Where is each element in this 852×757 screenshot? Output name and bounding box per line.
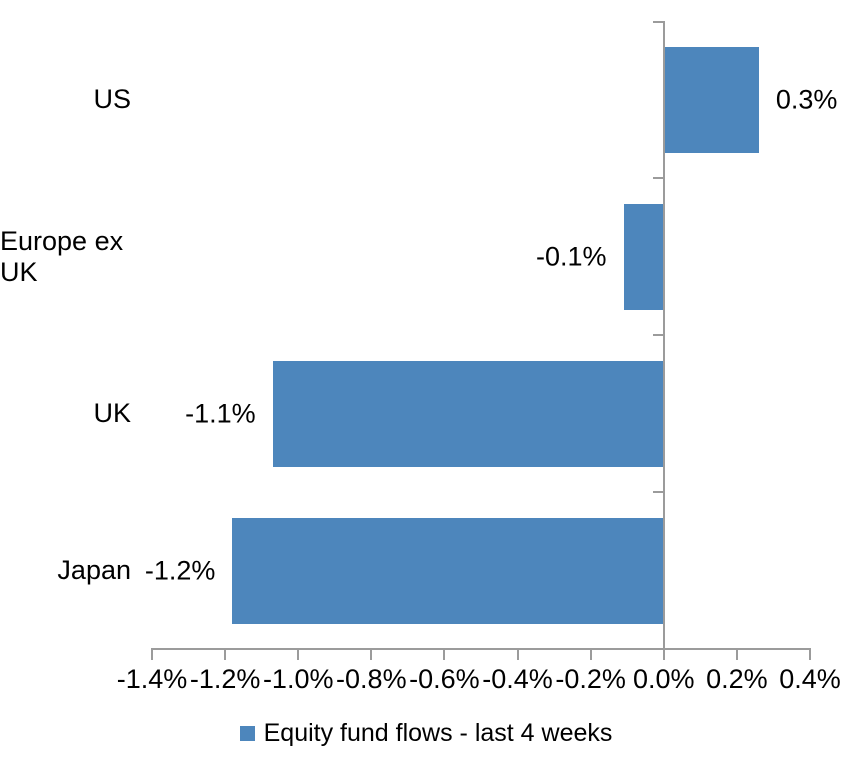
x-axis-tick-label: 0.4% [779,664,841,694]
plot-area: 0.3% -0.1% -1.1% -1.2% -1.4% -1.2% -1.0% -0.8% -… [117,21,841,694]
legend-label: Equity fund flows - last 4 weeks [263,719,613,747]
x-axis-tick [589,648,592,660]
legend: Equity fund flows - last 4 weeks [0,720,852,746]
bar-europe-ex-uk [623,203,664,310]
category-label-europe-ex-uk: Europe ex UK [0,225,124,287]
x-axis-tick-label: -1.2% [189,664,261,694]
x-axis-tick [443,648,446,660]
category-axis-tick [652,491,663,493]
x-axis-tick-label: 0.2% [706,664,768,694]
data-label-uk: -1.1% [185,398,256,428]
data-label-us: 0.3% [775,84,838,114]
x-axis-tick [224,648,227,660]
x-axis-tick [735,648,738,660]
category-axis-tick [652,334,663,336]
category-label-us: US [93,84,131,114]
x-axis-tick-label: -1.0% [262,664,334,694]
x-axis-tick [297,648,300,660]
x-axis-tick [516,648,519,660]
x-axis-tick-label: -0.8% [336,664,407,694]
x-axis-tick-label: -0.4% [482,664,553,694]
x-axis-tick-label: -1.4% [116,664,188,694]
x-axis-tick [370,648,373,660]
x-axis-tick [662,648,665,660]
bar-japan [232,517,664,624]
x-axis-tick-label: 0.0% [632,664,695,694]
x-axis-tick-label: -0.6% [409,664,480,694]
bar-us [663,46,759,153]
category-axis-tick [652,21,663,23]
data-label-europe-ex-uk: -0.1% [536,241,607,271]
category-label-japan: Japan [57,555,131,585]
legend-marker-icon [239,725,255,741]
category-label-uk: UK [93,398,131,428]
bar-uk [272,360,664,467]
category-axis-tick [652,177,663,179]
x-axis-line [151,648,811,650]
data-label-japan: -1.2% [144,555,216,585]
x-axis-tick [151,648,153,660]
x-axis-tick-label: -0.2% [555,664,626,694]
zero-line [662,21,665,649]
x-axis-tick [809,648,811,660]
